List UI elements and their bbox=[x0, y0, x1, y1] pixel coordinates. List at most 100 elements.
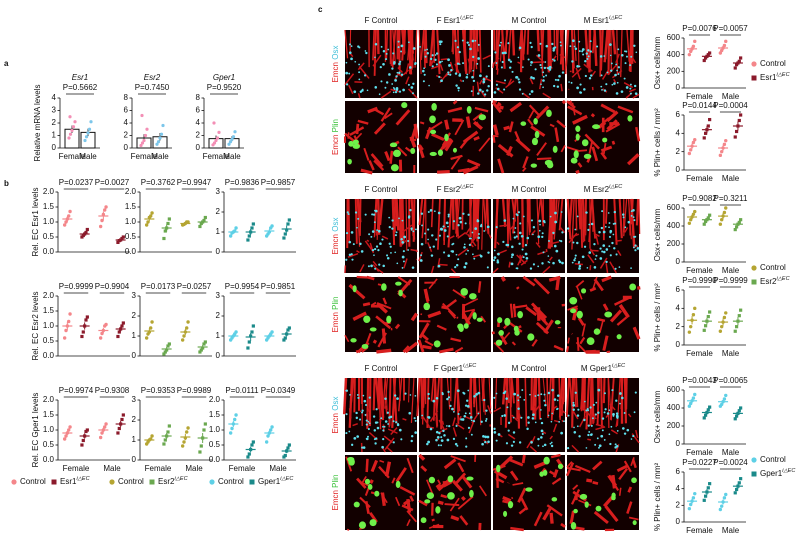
row-label-word: Emcn bbox=[331, 234, 340, 254]
vessel bbox=[604, 505, 619, 523]
osx-cell bbox=[377, 229, 381, 233]
vessel bbox=[399, 486, 416, 496]
osx-cell bbox=[441, 60, 443, 63]
p-value: P=0.0257 bbox=[177, 282, 212, 291]
osx-cell bbox=[401, 267, 404, 269]
data-point bbox=[250, 443, 254, 447]
osx-cell bbox=[507, 58, 511, 62]
data-point bbox=[68, 425, 72, 429]
osx-cell bbox=[624, 226, 627, 229]
vessel bbox=[571, 67, 582, 78]
y-axis-label: Osx+ cells/mm bbox=[653, 390, 662, 443]
osx-cell bbox=[466, 399, 469, 402]
osx-cell bbox=[636, 246, 640, 250]
osx-cell bbox=[487, 440, 490, 444]
micrograph bbox=[566, 198, 641, 274]
vessel bbox=[468, 421, 475, 434]
osx-cell bbox=[540, 421, 544, 425]
vessel bbox=[571, 102, 576, 116]
data-point bbox=[250, 330, 254, 334]
legend-label-sup: i△EC bbox=[776, 72, 789, 78]
vessel bbox=[522, 167, 527, 172]
data-point bbox=[121, 413, 125, 417]
vessel bbox=[556, 198, 560, 224]
x-tick-label: Male bbox=[722, 174, 740, 183]
osx-cell bbox=[593, 266, 597, 269]
osx-cell bbox=[633, 44, 636, 48]
vessel bbox=[372, 29, 376, 61]
vessel bbox=[488, 234, 492, 239]
osx-cell bbox=[573, 426, 575, 429]
osx-cell bbox=[530, 441, 533, 444]
osx-cell bbox=[348, 43, 351, 46]
image-header: F Esr1i△EC bbox=[437, 15, 474, 25]
osx-cell bbox=[615, 92, 619, 95]
osx-cell bbox=[351, 443, 354, 446]
vessel bbox=[511, 29, 516, 56]
plin-cell bbox=[629, 283, 637, 291]
vessel bbox=[533, 277, 550, 295]
osx-cell bbox=[472, 55, 475, 59]
vessel bbox=[376, 198, 379, 240]
vessel bbox=[569, 510, 575, 525]
vessel bbox=[556, 119, 566, 129]
image-header-text: M Control bbox=[512, 364, 547, 373]
osx-cell bbox=[596, 45, 599, 48]
osx-cell bbox=[437, 211, 441, 215]
osx-cell bbox=[395, 421, 398, 424]
osx-cell bbox=[359, 242, 362, 246]
data-point bbox=[64, 434, 68, 438]
vessel bbox=[421, 415, 430, 427]
osx-cell bbox=[595, 254, 598, 257]
osx-cell bbox=[525, 256, 529, 260]
osx-cell bbox=[457, 258, 460, 261]
vessel bbox=[466, 233, 477, 247]
plin-cell bbox=[469, 489, 474, 498]
osx-cell bbox=[528, 93, 531, 96]
osx-cell bbox=[578, 267, 581, 270]
data-point bbox=[708, 310, 712, 314]
osx-cell bbox=[597, 411, 600, 414]
data-point bbox=[739, 113, 743, 117]
legend-marker bbox=[751, 61, 757, 67]
y-axis-label: Relative mRNA levels bbox=[33, 85, 42, 162]
osx-cell bbox=[457, 224, 460, 227]
data-point bbox=[163, 229, 167, 233]
y-tick-label: 0 bbox=[216, 247, 221, 256]
osx-cell bbox=[521, 389, 524, 392]
image-header: M Control bbox=[512, 185, 547, 194]
osx-cell bbox=[612, 415, 615, 417]
osx-cell bbox=[355, 416, 359, 420]
osx-cell bbox=[387, 48, 390, 51]
plin-cell bbox=[575, 125, 581, 132]
osx-cell bbox=[560, 240, 563, 243]
vessel bbox=[401, 29, 406, 54]
osx-cell bbox=[519, 222, 522, 225]
vessel bbox=[463, 29, 468, 74]
data-point bbox=[202, 218, 206, 223]
osx-cell bbox=[523, 398, 526, 401]
osx-cell bbox=[529, 267, 533, 270]
data-point bbox=[718, 51, 723, 55]
x-tick-label: Male bbox=[151, 152, 169, 161]
data-point bbox=[687, 330, 692, 334]
osx-cell bbox=[385, 52, 388, 55]
osx-cell bbox=[603, 250, 606, 254]
data-point bbox=[733, 417, 737, 421]
osx-cell bbox=[437, 444, 440, 447]
vessel bbox=[522, 156, 529, 169]
osx-cell bbox=[569, 45, 572, 48]
legend-marker bbox=[149, 479, 155, 485]
data-point bbox=[250, 226, 254, 230]
vessel bbox=[493, 406, 502, 413]
osx-cell bbox=[466, 73, 469, 76]
data-point bbox=[98, 224, 103, 229]
osx-cell bbox=[532, 76, 535, 80]
y-tick-label: 0 bbox=[124, 143, 129, 152]
osx-cell bbox=[520, 416, 523, 419]
vessel bbox=[626, 153, 640, 166]
osx-cell bbox=[459, 220, 463, 224]
osx-cell bbox=[541, 432, 544, 435]
data-point bbox=[158, 136, 162, 140]
